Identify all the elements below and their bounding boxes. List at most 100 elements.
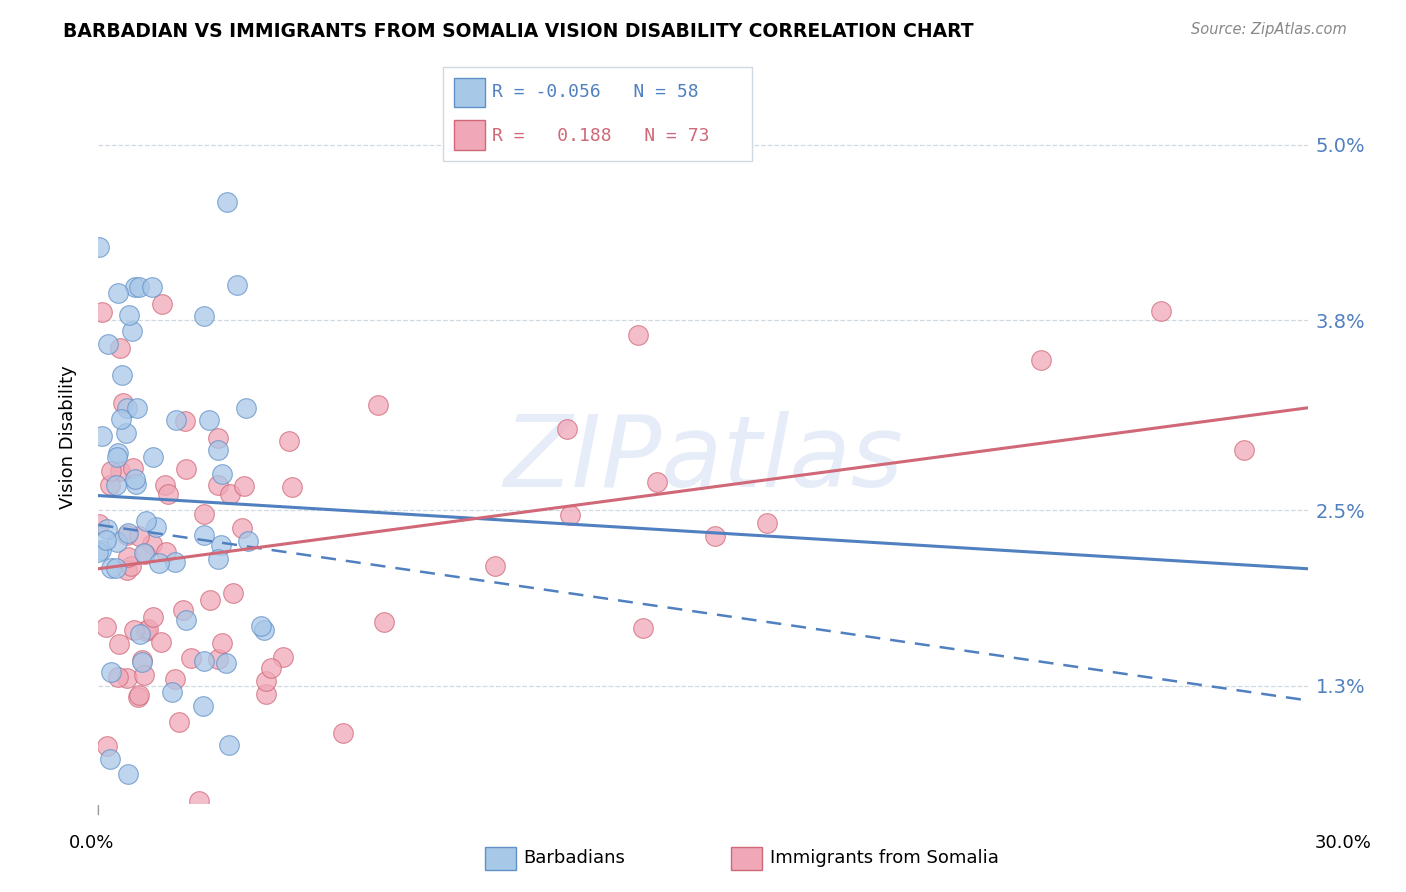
Text: R = -0.056   N = 58: R = -0.056 N = 58 xyxy=(492,83,699,101)
Point xyxy=(373,615,395,629)
Point xyxy=(207,551,229,566)
Point xyxy=(117,766,139,780)
Point xyxy=(226,277,249,292)
Point xyxy=(484,559,506,574)
Point xyxy=(127,401,149,415)
Point xyxy=(117,525,139,540)
Point xyxy=(117,308,139,322)
Point xyxy=(332,726,354,740)
Point xyxy=(135,514,157,528)
Point xyxy=(180,651,202,665)
Point xyxy=(165,413,187,427)
Point xyxy=(124,472,146,486)
Point xyxy=(150,297,173,311)
Point xyxy=(110,412,132,426)
Point xyxy=(128,627,150,641)
Point xyxy=(108,637,131,651)
Point xyxy=(108,342,131,356)
Point xyxy=(107,285,129,300)
Point xyxy=(278,434,301,448)
Point xyxy=(163,672,186,686)
Point xyxy=(631,621,654,635)
Point xyxy=(163,555,186,569)
Point xyxy=(98,752,121,766)
Point xyxy=(90,810,112,824)
Point xyxy=(87,516,110,531)
Point xyxy=(209,538,232,552)
Point xyxy=(90,543,112,558)
Point xyxy=(254,687,277,701)
Point xyxy=(162,684,184,698)
Point xyxy=(560,508,582,523)
Point xyxy=(131,652,153,666)
Point xyxy=(155,477,177,491)
Point xyxy=(221,585,243,599)
Point xyxy=(231,521,253,535)
Text: Source: ZipAtlas.com: Source: ZipAtlas.com xyxy=(1191,22,1347,37)
Point xyxy=(271,650,294,665)
Point xyxy=(105,478,128,492)
Point xyxy=(260,661,283,675)
Point xyxy=(193,508,215,522)
Point xyxy=(207,478,229,492)
Point xyxy=(111,368,134,383)
Point xyxy=(555,421,578,435)
Point xyxy=(150,634,173,648)
Point xyxy=(155,545,177,559)
Point xyxy=(142,450,165,464)
Y-axis label: Vision Disability: Vision Disability xyxy=(59,365,77,509)
Point xyxy=(94,620,117,634)
Point xyxy=(128,280,150,294)
Point xyxy=(193,654,215,668)
Point xyxy=(141,537,163,551)
Point xyxy=(96,522,118,536)
Point xyxy=(207,443,229,458)
Point xyxy=(198,413,221,427)
Point xyxy=(215,656,238,670)
Point xyxy=(193,309,215,323)
Point xyxy=(97,337,120,351)
Point xyxy=(128,529,150,543)
Point xyxy=(250,619,273,633)
Point xyxy=(115,563,138,577)
Point xyxy=(211,467,233,482)
Point xyxy=(135,624,157,638)
Point xyxy=(90,429,112,443)
Text: ZIPatlas: ZIPatlas xyxy=(503,410,903,508)
Point xyxy=(145,520,167,534)
Point xyxy=(122,624,145,638)
Point xyxy=(184,810,207,824)
Point xyxy=(174,414,197,428)
Point xyxy=(172,602,194,616)
Text: 0.0%: 0.0% xyxy=(69,834,114,852)
Point xyxy=(755,516,778,530)
Text: R =   0.188   N = 73: R = 0.188 N = 73 xyxy=(492,127,710,145)
Point xyxy=(112,396,135,410)
Point xyxy=(125,476,148,491)
Point xyxy=(142,610,165,624)
Point xyxy=(232,479,254,493)
Point xyxy=(134,547,156,561)
Point xyxy=(107,670,129,684)
Text: Immigrants from Somalia: Immigrants from Somalia xyxy=(770,849,1000,867)
Point xyxy=(115,425,138,440)
Point xyxy=(141,280,163,294)
Point xyxy=(115,528,138,542)
Point xyxy=(127,690,149,704)
Point xyxy=(132,668,155,682)
Point xyxy=(105,535,128,549)
Point xyxy=(87,545,110,559)
Point xyxy=(121,324,143,338)
Point xyxy=(124,280,146,294)
Point xyxy=(238,533,260,548)
Point xyxy=(645,475,668,489)
Point xyxy=(627,328,650,343)
Point xyxy=(174,613,197,627)
Point xyxy=(132,546,155,560)
Point xyxy=(131,655,153,669)
Point xyxy=(253,624,276,638)
Point xyxy=(1233,443,1256,458)
Text: 30.0%: 30.0% xyxy=(1315,834,1371,852)
Point xyxy=(191,699,214,714)
Point xyxy=(188,794,211,808)
